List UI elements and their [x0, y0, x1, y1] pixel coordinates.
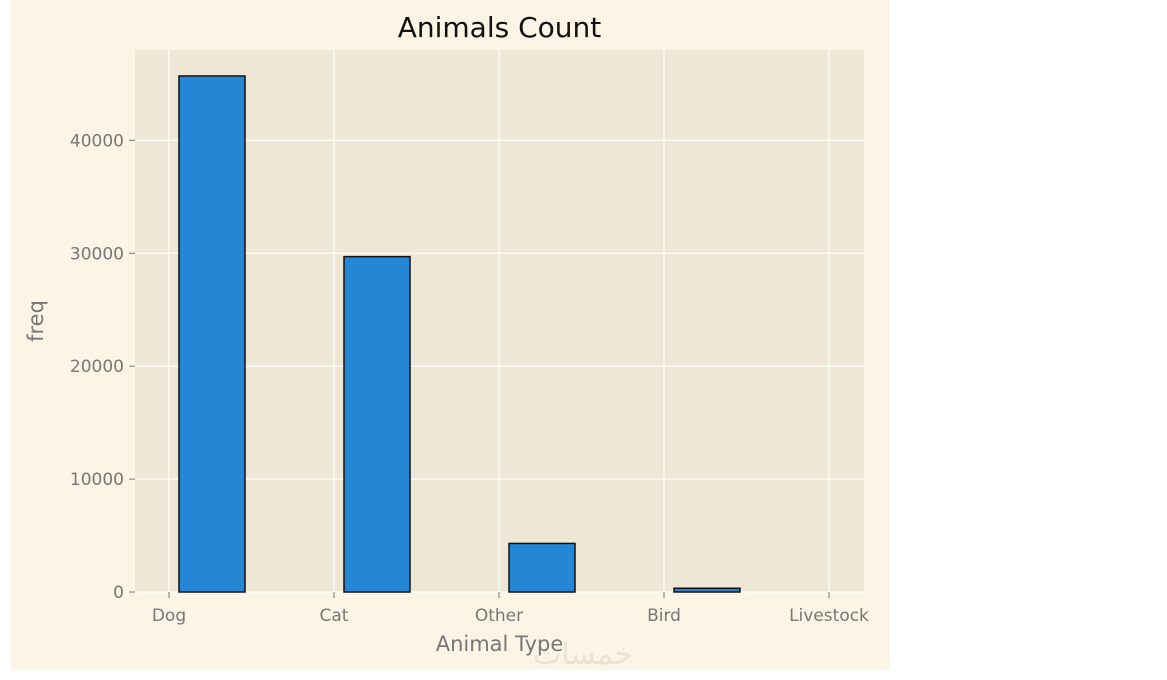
x-tick-label: Other	[475, 606, 523, 626]
watermark-text: خمسات	[533, 637, 633, 670]
y-axis-label: freq	[24, 300, 48, 342]
y-tick-label: 40000	[70, 131, 124, 151]
bar-dog	[178, 75, 246, 593]
bar-other	[508, 542, 576, 593]
bar-chart: 0 10000 20000 30000 40000 Dog Cat Other Bird Liv…	[24, 11, 869, 670]
y-tick-label: 0	[113, 583, 124, 603]
y-axis-ticks: 0 10000 20000 30000 40000	[70, 131, 135, 603]
bar-cat	[343, 255, 411, 593]
y-tick-label: 30000	[70, 244, 124, 264]
chart-figure: 0 10000 20000 30000 40000 Dog Cat Other Bird Liv…	[11, 0, 890, 670]
x-axis-ticks: Dog Cat Other Bird Livestock	[152, 592, 869, 626]
x-tick-label: Bird	[647, 606, 681, 626]
chart-title: Animals Count	[398, 11, 602, 44]
bars	[178, 75, 741, 593]
x-axis-label: Animal Type	[436, 632, 564, 656]
x-tick-label: Livestock	[789, 606, 869, 626]
x-tick-label: Cat	[320, 606, 349, 626]
y-tick-label: 20000	[70, 357, 124, 377]
x-tick-label: Dog	[152, 606, 186, 626]
grid-lines	[135, 50, 864, 593]
y-tick-label: 10000	[70, 470, 124, 490]
bar-bird	[673, 587, 741, 593]
